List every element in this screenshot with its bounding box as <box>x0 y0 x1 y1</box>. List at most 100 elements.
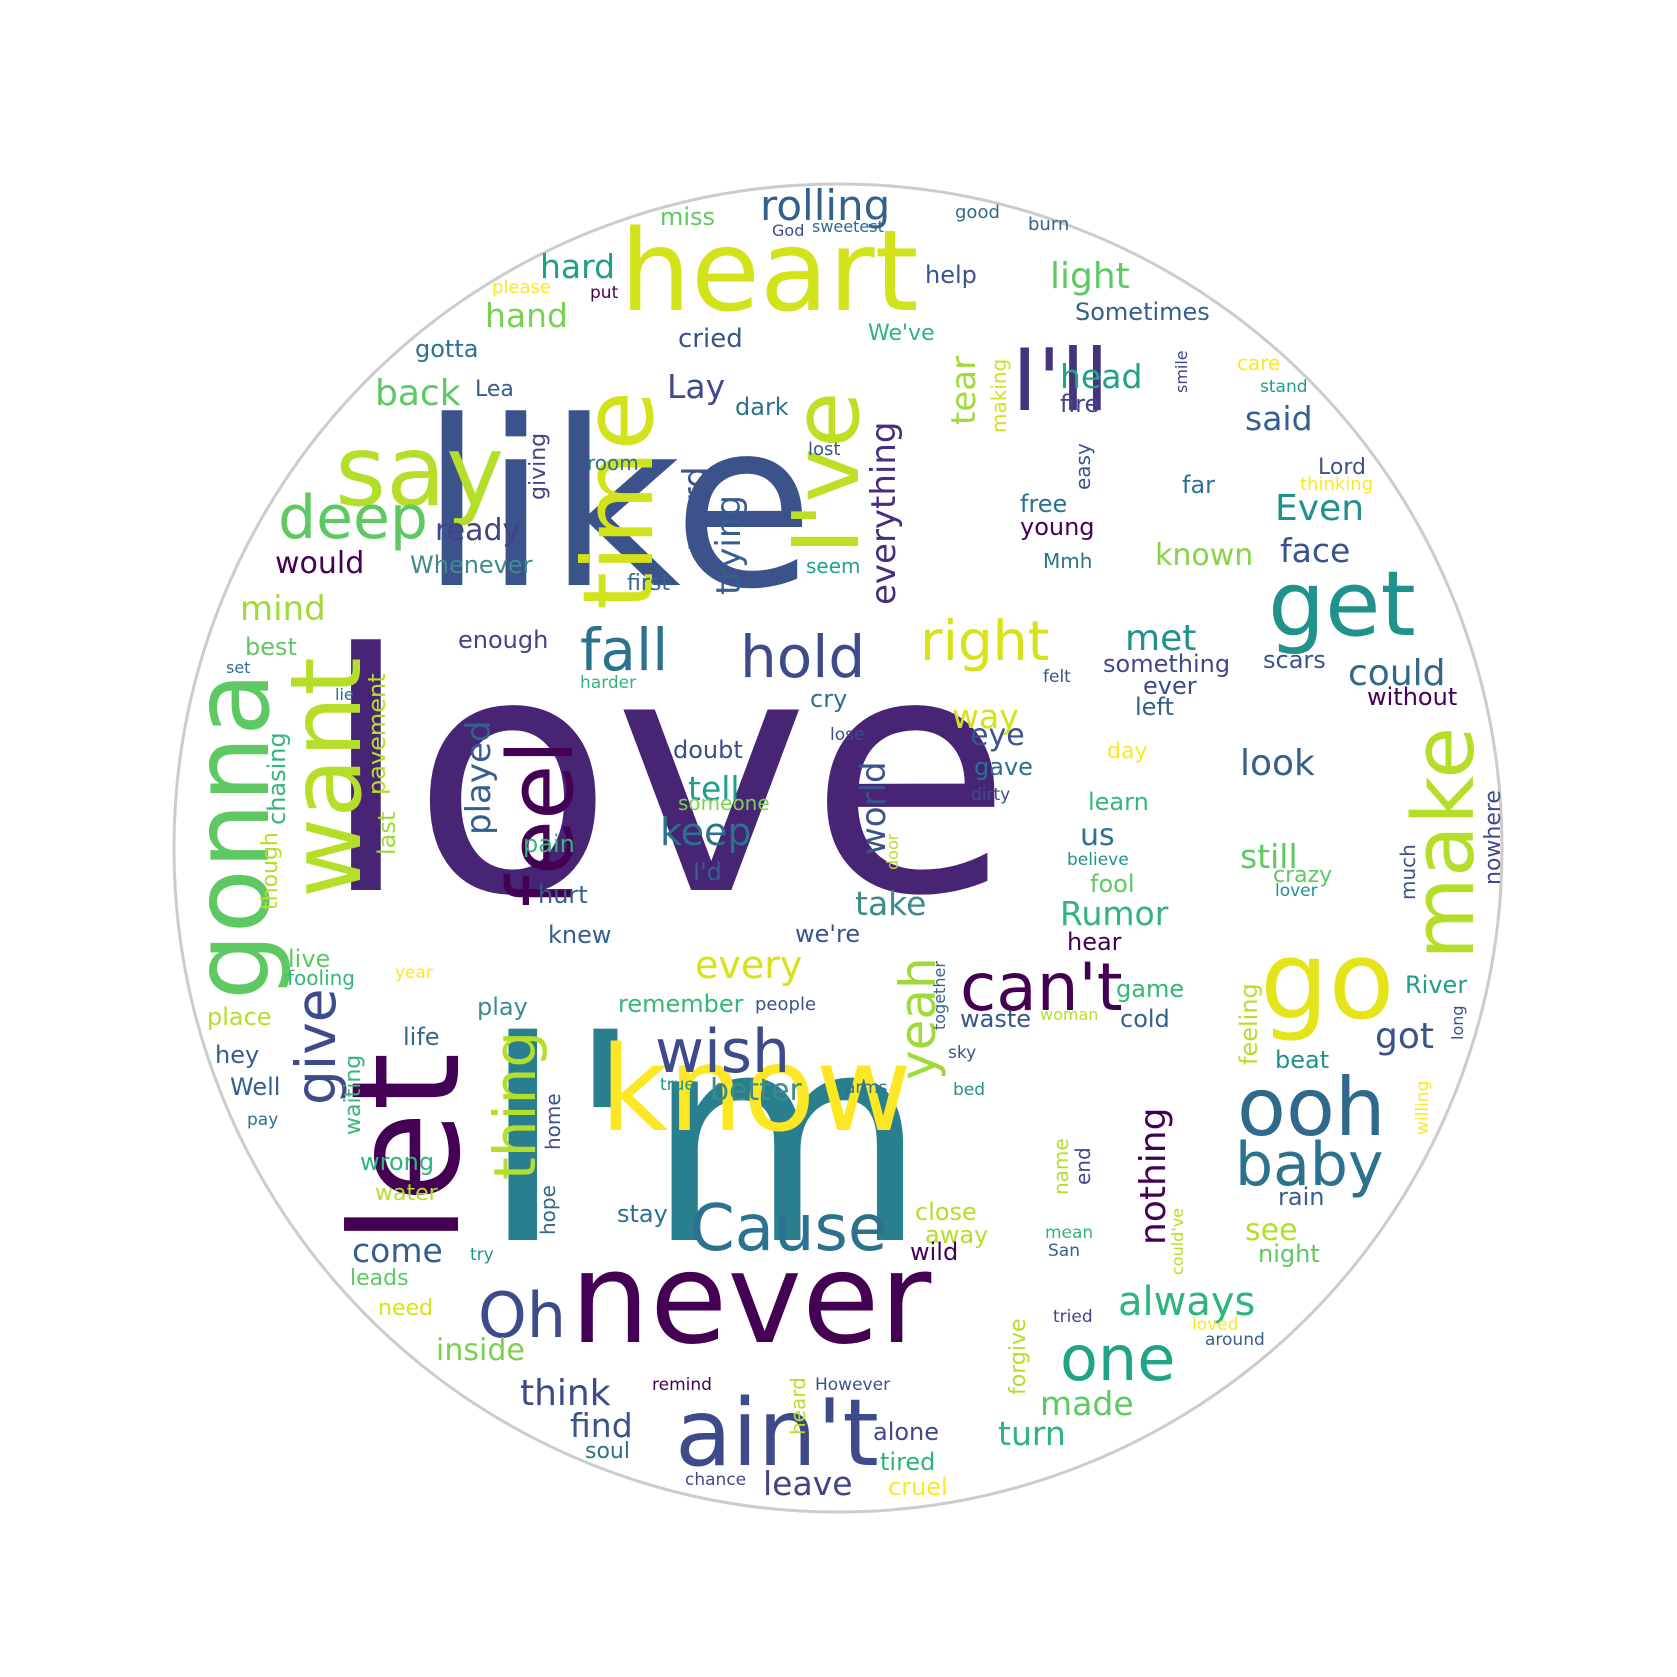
cloud-word: smile <box>1172 350 1191 393</box>
cloud-word: hand <box>485 296 568 335</box>
cloud-word: left <box>1135 693 1174 721</box>
cloud-word: hold <box>740 623 865 691</box>
cloud-word: wild <box>910 1238 958 1266</box>
cloud-word: stay <box>617 1200 668 1228</box>
cloud-word: cruel <box>888 1473 948 1501</box>
cloud-word: Lea <box>475 377 514 402</box>
cloud-word: rolling <box>760 181 890 230</box>
cloud-word: everything <box>864 421 904 605</box>
cloud-word: leads <box>350 1266 409 1291</box>
cloud-outline-circle <box>172 182 1504 1514</box>
cloud-word: burn <box>1028 214 1069 235</box>
cloud-word: come <box>352 1231 443 1270</box>
cloud-word: rain <box>1278 1183 1324 1211</box>
cloud-word: alone <box>873 1418 939 1446</box>
cloud-word: around <box>1205 1330 1265 1350</box>
cloud-word: close <box>915 1198 977 1226</box>
cloud-word: hope <box>536 1185 560 1235</box>
cloud-word: free <box>1020 490 1067 518</box>
cloud-word: love <box>320 584 1012 968</box>
cloud-word: dark <box>735 393 789 421</box>
cloud-word: leave <box>763 1464 853 1503</box>
cloud-word: last <box>373 812 401 855</box>
cloud-word: knew <box>548 921 612 949</box>
cloud-word: heard <box>786 1377 810 1435</box>
cloud-word: get <box>1268 552 1416 657</box>
cloud-word: door <box>883 833 902 870</box>
cloud-word: fall <box>580 616 668 684</box>
cloud-word: dirty <box>971 785 1010 805</box>
cloud-word: best <box>245 633 297 661</box>
cloud-word: tried <box>1053 1307 1093 1327</box>
cloud-word: River <box>1405 971 1467 999</box>
cloud-word: met <box>1125 618 1196 659</box>
cloud-word: someone <box>678 791 770 815</box>
cloud-word: tear <box>944 356 984 425</box>
cloud-word: much <box>1396 844 1420 900</box>
cloud-word: please <box>492 277 551 298</box>
cloud-word: eye <box>970 718 1025 753</box>
cloud-word: would <box>275 546 364 581</box>
cloud-word: chance <box>685 1470 746 1490</box>
cloud-word: year <box>395 963 433 983</box>
cloud-word: fooling <box>287 966 355 990</box>
cloud-word: day <box>1107 739 1147 764</box>
cloud-word: give <box>284 988 348 1105</box>
cloud-word: giving <box>526 433 551 500</box>
cloud-word: go <box>1260 919 1395 1044</box>
cloud-word: yeah <box>889 957 947 1080</box>
cloud-word: Sometimes <box>1075 298 1210 326</box>
cloud-word: turn <box>998 1414 1066 1453</box>
cloud-word: mind <box>240 589 326 629</box>
cloud-word: end <box>1071 1147 1095 1185</box>
cloud-word: like <box>420 373 814 640</box>
cloud-word: waste <box>960 1005 1031 1033</box>
cloud-word: remember <box>618 990 744 1018</box>
cloud-word: Lay <box>667 367 725 406</box>
cloud-word: forgive <box>1006 1319 1031 1396</box>
cloud-word: remind <box>652 1375 712 1395</box>
cloud-word: one <box>1060 1322 1175 1395</box>
cloud-word: ain't <box>675 1379 879 1487</box>
cloud-word: However <box>815 1375 890 1395</box>
cloud-word: played <box>459 721 499 835</box>
cloud-word: beat <box>1275 1046 1329 1074</box>
cloud-word: see <box>1245 1213 1298 1248</box>
cloud-word: right <box>920 609 1049 673</box>
cloud-word: ready <box>435 513 520 548</box>
cloud-word: away <box>925 1221 988 1249</box>
cloud-word: home <box>541 1093 565 1150</box>
cloud-word: us <box>1080 818 1115 853</box>
cloud-word: hear <box>1067 928 1122 956</box>
cloud-word: We've <box>868 321 935 346</box>
cloud-word: pain <box>523 830 575 858</box>
cloud-word: Oh <box>478 1279 566 1352</box>
cloud-word: water <box>375 1181 439 1206</box>
cloud-word: take <box>855 884 926 923</box>
cloud-word: want <box>270 657 384 898</box>
cloud-word: God <box>772 221 804 240</box>
cloud-word: true <box>660 1075 695 1095</box>
cloud-word: always <box>1118 1279 1255 1325</box>
cloud-word: better <box>710 1073 802 1108</box>
cloud-word: San <box>1048 1241 1080 1261</box>
cloud-word: believe <box>1067 850 1129 870</box>
cloud-word: say <box>335 415 504 529</box>
cloud-word: know <box>600 1020 912 1158</box>
cloud-word: I've <box>773 392 880 555</box>
cloud-word: gave <box>974 753 1033 781</box>
cloud-word: look <box>1240 743 1315 784</box>
cloud-word: soul <box>585 1439 630 1464</box>
cloud-word: chasing <box>263 732 291 825</box>
cloud-word: stand <box>1260 377 1308 397</box>
cloud-word: I'd <box>693 858 722 886</box>
cloud-word: never <box>570 1225 931 1372</box>
cloud-word: heart <box>620 207 918 337</box>
cloud-word: nowhere <box>1481 790 1506 885</box>
cloud-word: cry <box>810 685 847 713</box>
cloud-word: made <box>1040 1384 1134 1423</box>
cloud-word: lose <box>830 725 864 745</box>
cloud-word: people <box>755 994 816 1015</box>
cloud-word: together <box>930 961 949 1030</box>
